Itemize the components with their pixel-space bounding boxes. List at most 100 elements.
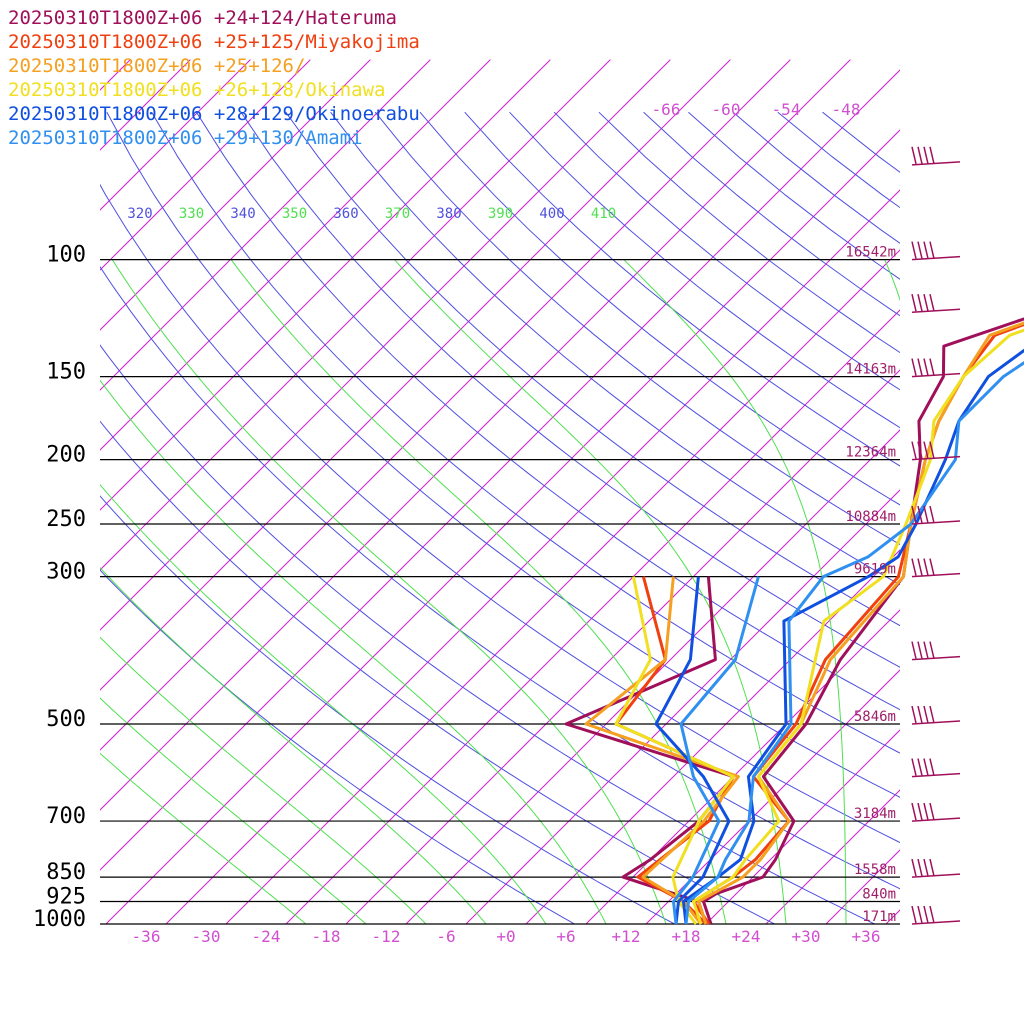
temperature-tick-label: +0 bbox=[496, 927, 515, 946]
dry-adiabat-line bbox=[100, 495, 676, 924]
isotherm-line bbox=[885, 909, 900, 924]
wind-barb bbox=[911, 294, 961, 313]
temperature-tick-label: +30 bbox=[792, 927, 821, 946]
height-label: 9619m bbox=[854, 562, 896, 578]
theta-label: 370 bbox=[385, 206, 410, 222]
temperature-tick-label: +24 bbox=[732, 927, 761, 946]
moist-adiabat-line bbox=[230, 259, 727, 924]
pressure-level-lines bbox=[100, 259, 900, 925]
isotherm-line bbox=[345, 369, 900, 924]
dewpoint-trace bbox=[654, 576, 731, 925]
pressure-label: 100 bbox=[46, 243, 86, 268]
upper-isotherm-label: -48 bbox=[832, 100, 861, 119]
isotherm-line bbox=[465, 489, 900, 924]
wind-barb bbox=[911, 905, 961, 925]
pressure-label: 1000 bbox=[33, 907, 86, 932]
isotherm-line bbox=[0, 60, 70, 924]
wind-barbs bbox=[911, 146, 961, 925]
dry-adiabat-line bbox=[100, 569, 576, 924]
theta-label: 380 bbox=[436, 206, 461, 222]
pressure-label: 850 bbox=[46, 860, 86, 885]
dry-adiabat-line bbox=[777, 111, 900, 209]
height-label: 840m bbox=[862, 887, 896, 903]
dry-adiabat-line bbox=[330, 111, 900, 586]
temperature-tick-label: -24 bbox=[252, 927, 281, 946]
height-label: 12364m bbox=[845, 445, 896, 461]
temperature-trace bbox=[697, 321, 1024, 925]
height-label: 14163m bbox=[845, 362, 896, 378]
isotherm-line bbox=[1006, 60, 1024, 924]
theta-label: 350 bbox=[282, 206, 307, 222]
wind-barb bbox=[911, 505, 961, 525]
height-label: 5846m bbox=[854, 709, 896, 725]
height-label: 10884m bbox=[845, 509, 896, 525]
dry-adiabat-line bbox=[106, 111, 900, 798]
temperature-trace bbox=[692, 328, 1024, 925]
upper-isotherm-label: -54 bbox=[772, 100, 801, 119]
dry-adiabat-line bbox=[100, 420, 776, 924]
dry-adiabat-line bbox=[822, 111, 900, 173]
theta-label: 390 bbox=[488, 206, 513, 222]
legend-entry: 20250310T1800Z+06 +29+130/Amami bbox=[8, 127, 363, 149]
temperature-trace bbox=[692, 322, 1024, 925]
isotherm-line bbox=[100, 59, 491, 451]
isotherm-line bbox=[100, 59, 791, 751]
temperature-tick-label: +18 bbox=[672, 927, 701, 946]
isotherm-line bbox=[100, 59, 731, 691]
theta-label: 400 bbox=[539, 206, 564, 222]
dry-adiabat-line bbox=[419, 111, 900, 506]
temperature-tick-label: -36 bbox=[132, 927, 161, 946]
height-label: 16542m bbox=[845, 245, 896, 261]
moist-adiabat-lines bbox=[100, 259, 900, 924]
pressure-label: 925 bbox=[46, 885, 86, 910]
legend-entry: 20250310T1800Z+06 +24+124/Hateruma bbox=[8, 7, 397, 29]
dry-adiabat-lines bbox=[100, 111, 900, 924]
isotherm-line bbox=[100, 59, 371, 331]
theta-label: 320 bbox=[127, 206, 152, 222]
height-label: 3184m bbox=[854, 806, 896, 822]
sounding-traces bbox=[564, 317, 1024, 926]
wind-barb bbox=[911, 705, 961, 725]
temperature-trace bbox=[684, 361, 1024, 925]
dry-adiabat-line bbox=[285, 111, 900, 627]
pressure-label: 150 bbox=[46, 360, 86, 385]
dewpoint-trace bbox=[672, 576, 760, 925]
dry-adiabat-line bbox=[240, 111, 900, 668]
isotherm-line bbox=[525, 549, 900, 924]
dry-adiabat-line bbox=[100, 183, 900, 844]
isotherm-line bbox=[100, 59, 611, 571]
pressure-label: 300 bbox=[46, 560, 86, 585]
isotherm-lines bbox=[0, 59, 1024, 924]
isotherm-line bbox=[585, 609, 900, 924]
legend: 20250310T1800Z+06 +24+124/Hateruma 202503… bbox=[8, 7, 420, 149]
isotherm-line bbox=[100, 69, 900, 871]
dry-adiabat-line bbox=[100, 344, 876, 924]
isotherm-line bbox=[285, 309, 900, 924]
isotherm-line bbox=[105, 129, 900, 924]
isotherm-line bbox=[100, 59, 131, 91]
legend-entry: 20250310T1800Z+06 +26+128/Okinawa bbox=[8, 79, 386, 101]
temperature-trace bbox=[702, 317, 1024, 925]
dry-adiabat-line bbox=[643, 111, 900, 317]
wind-barb bbox=[911, 758, 961, 778]
theta-label: 410 bbox=[591, 206, 616, 222]
isotherm-line bbox=[705, 729, 900, 924]
pressure-label: 250 bbox=[46, 507, 86, 532]
wind-barb bbox=[911, 641, 961, 661]
wind-barb bbox=[911, 146, 961, 166]
upper-isotherm-label: -66 bbox=[652, 100, 681, 119]
temperature-tick-label: +6 bbox=[556, 927, 575, 946]
temperature-tick-label: -6 bbox=[436, 927, 455, 946]
temperature-tick-label: +36 bbox=[852, 927, 881, 946]
isotherm-line bbox=[100, 59, 551, 511]
temperature-tick-label: -12 bbox=[372, 927, 401, 946]
wind-barb bbox=[911, 858, 961, 878]
temperature-trace bbox=[682, 348, 1024, 925]
isotherm-line bbox=[225, 249, 900, 924]
wind-barb bbox=[911, 441, 961, 461]
temperature-tick-label: -30 bbox=[192, 927, 221, 946]
upper-isotherm-label: -60 bbox=[712, 100, 741, 119]
isotherm-line bbox=[100, 59, 251, 211]
dry-adiabat-line bbox=[100, 265, 900, 890]
